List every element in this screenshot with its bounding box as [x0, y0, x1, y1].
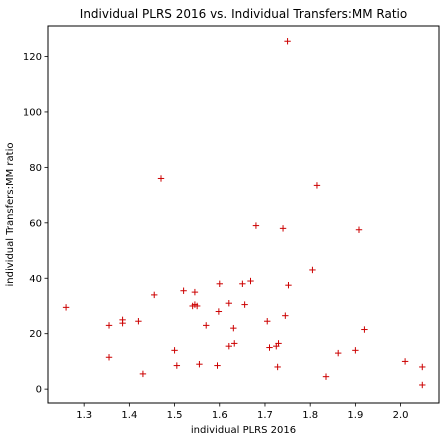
- y-tick-label: 80: [29, 163, 42, 174]
- x-axis-label: individual PLRS 2016: [191, 425, 296, 436]
- y-ticks: 0 20 40 60 80 100 120: [23, 52, 48, 396]
- data-point: [119, 319, 126, 327]
- x-tick-label: 2.0: [393, 410, 409, 421]
- data-point: [264, 318, 271, 325]
- data-point: [355, 226, 363, 233]
- data-point: [401, 358, 409, 365]
- data-point: [309, 266, 316, 274]
- data-point: [322, 373, 330, 380]
- data-point: [313, 182, 321, 189]
- data-point: [171, 347, 178, 354]
- x-tick-label: 1.3: [76, 410, 92, 421]
- data-point: [139, 370, 147, 378]
- data-point: [419, 381, 426, 389]
- x-ticks: 1.3 1.4 1.5 1.6 1.7 1.8 1.9 2.0: [76, 403, 409, 421]
- data-point: [230, 324, 237, 332]
- data-point: [285, 281, 292, 289]
- data-point: [282, 312, 289, 319]
- y-axis-label-group: individual Transfers:MM ratio: [5, 143, 16, 287]
- data-point: [361, 326, 368, 333]
- y-tick-label: 60: [29, 218, 42, 229]
- data-point: [275, 340, 282, 347]
- x-tick-label: 1.4: [121, 410, 137, 421]
- data-point: [203, 322, 210, 329]
- data-point: [334, 349, 342, 357]
- data-point: [284, 38, 291, 45]
- data-point: [215, 308, 223, 315]
- plot-frame: [47, 25, 440, 404]
- data-point: [105, 322, 113, 329]
- x-tick-label: 1.7: [257, 410, 273, 421]
- y-tick-label: 40: [29, 274, 42, 285]
- y-tick-label: 120: [23, 52, 42, 63]
- x-tick-label: 1.9: [347, 410, 363, 421]
- data-points: [62, 38, 426, 389]
- data-point: [352, 347, 359, 354]
- y-tick-label: 0: [36, 385, 42, 396]
- data-point: [419, 363, 426, 371]
- data-point: [214, 362, 221, 369]
- y-axis-label: individual Transfers:MM ratio: [5, 143, 16, 287]
- data-point: [191, 301, 199, 308]
- data-point: [180, 287, 187, 294]
- data-point: [135, 318, 142, 325]
- y-tick-label: 20: [29, 329, 42, 340]
- data-point: [62, 304, 70, 311]
- x-tick-label: 1.5: [167, 410, 183, 421]
- x-tick-label: 1.6: [212, 410, 228, 421]
- chart-title: Individual PLRS 2016 vs. Individual Tran…: [80, 7, 407, 21]
- data-point: [241, 301, 248, 308]
- data-point: [173, 362, 181, 369]
- data-point: [196, 360, 203, 368]
- data-point: [231, 340, 238, 347]
- data-point: [239, 280, 246, 288]
- data-point: [105, 354, 113, 361]
- data-point: [225, 300, 233, 307]
- data-point: [266, 344, 273, 351]
- data-point: [191, 288, 199, 296]
- data-point: [252, 222, 260, 229]
- data-point: [274, 363, 281, 371]
- y-tick-label: 100: [23, 107, 42, 118]
- data-point: [157, 175, 165, 182]
- data-point: [151, 291, 158, 299]
- data-point: [225, 342, 233, 350]
- x-tick-label: 1.8: [302, 410, 318, 421]
- data-point: [247, 277, 254, 285]
- data-point: [279, 225, 287, 232]
- data-point: [216, 280, 223, 288]
